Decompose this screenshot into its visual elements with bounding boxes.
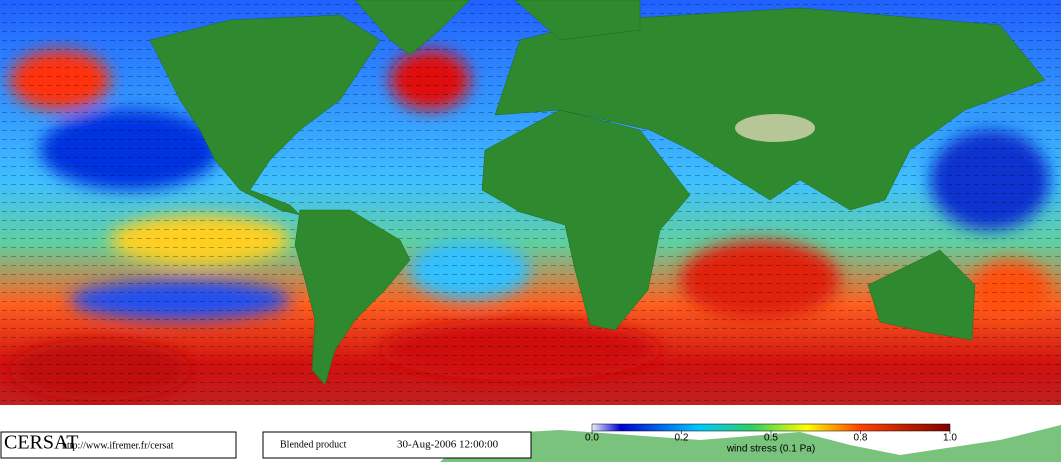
logo-box (0, 431, 237, 459)
colorbar-tick-label: 0.8 (854, 433, 868, 444)
colorbar-tick-label: 0.5 (764, 433, 778, 444)
footer: CERSAT http://www.ifremer.fr/cersat Blen… (0, 431, 532, 459)
colorbar-tick-label: 1.0 (943, 433, 957, 444)
colorbar-tick-label: 0.0 (585, 433, 599, 444)
colorbar: wind stress (0.1 Pa) 0.0 0.2 0.5 0.8 1.0 (585, 423, 957, 455)
url: http://www.ifremer.fr/cersat (62, 440, 174, 451)
colorbar-gradient (591, 423, 951, 432)
colorbar-label: wind stress (0.1 Pa) (726, 444, 815, 455)
colorbar-tick-label: 0.2 (675, 433, 689, 444)
product: Blended product (280, 439, 347, 450)
date: 30-Aug-2006 12:00:00 (397, 439, 499, 451)
logo: CERSAT (4, 432, 78, 454)
product-box (262, 431, 532, 459)
